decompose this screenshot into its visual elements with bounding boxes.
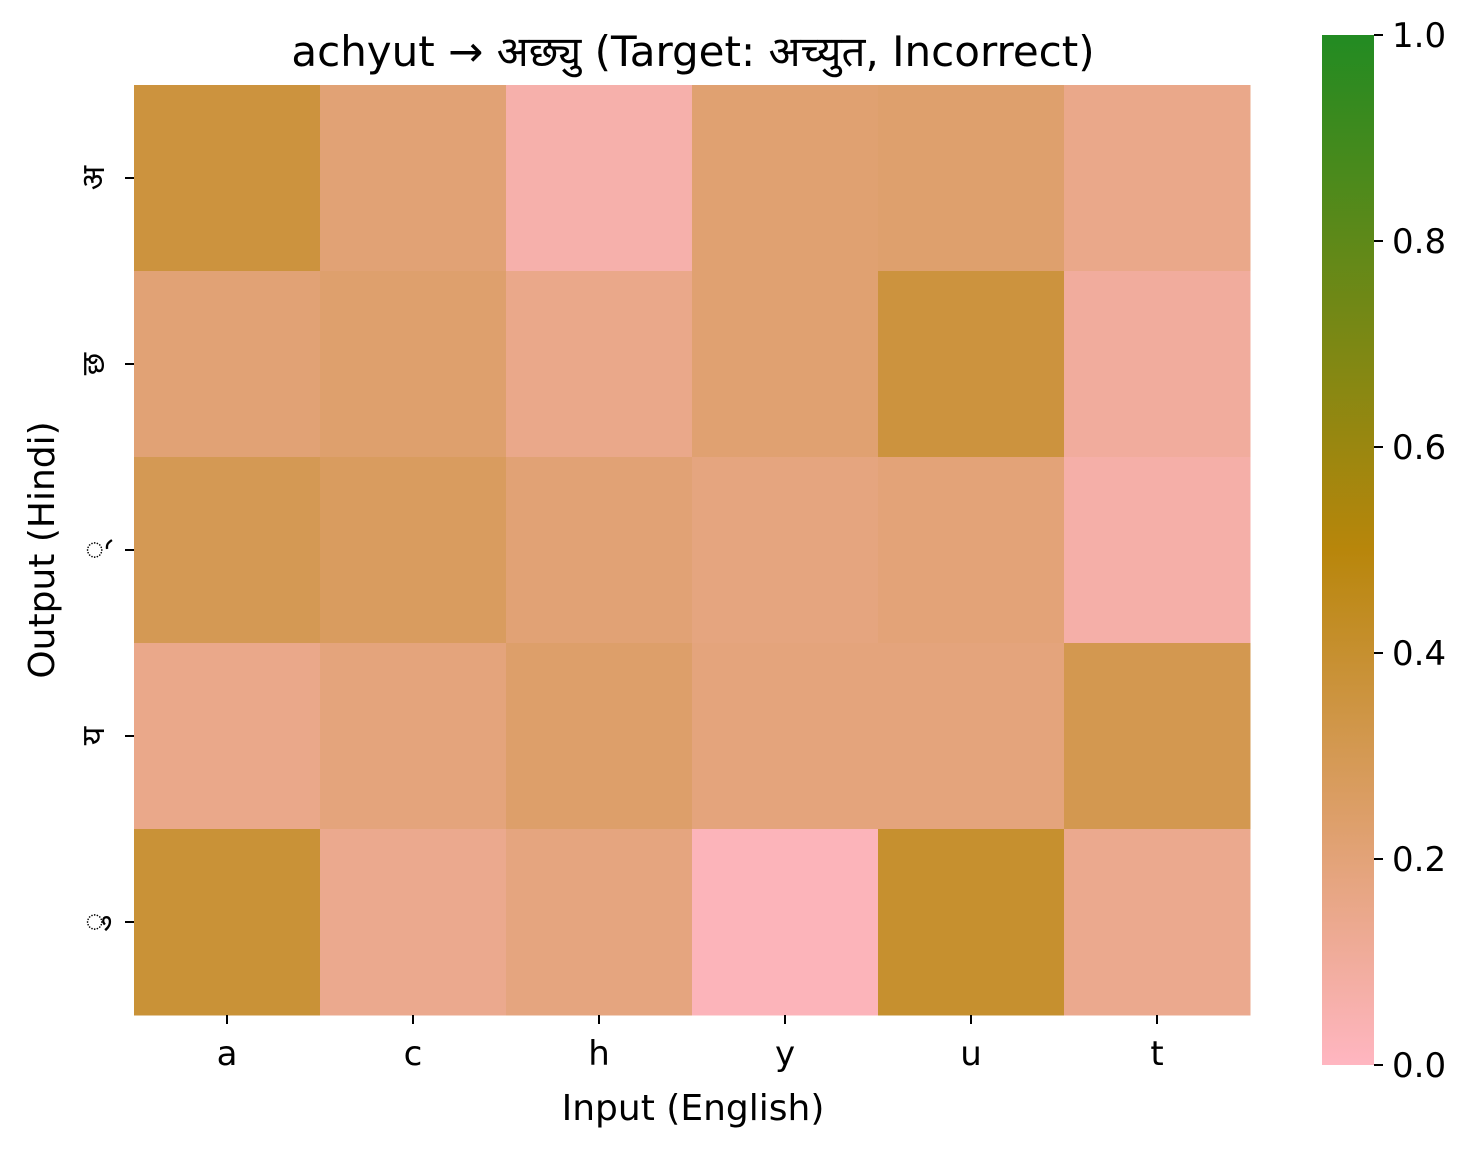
y-axis-ticks: अ छ् यु	[74, 165, 134, 932]
x-tick-label: t	[1150, 1034, 1163, 1074]
x-tick-label: y	[775, 1034, 795, 1074]
heatmap-cell	[320, 829, 507, 1016]
x-axis-label: Input (English)	[562, 1088, 825, 1129]
heatmap-cell	[878, 829, 1065, 1016]
colorbar-tick-label: 0.8	[1392, 222, 1446, 262]
colorbar-tick-label: 1.0	[1392, 16, 1446, 56]
x-tick-label: h	[588, 1034, 610, 1074]
heatmap-cell	[320, 457, 507, 644]
colorbar-tick-label: 0.4	[1392, 634, 1446, 674]
chart-title: achyut → अछ्यु (Target: अच्युत, Incorrec…	[291, 27, 1094, 78]
heatmap-cell	[1064, 457, 1251, 644]
heatmap-cell	[1064, 829, 1251, 1016]
y-tick-label: ्	[74, 538, 114, 559]
x-tick-label: u	[960, 1034, 982, 1074]
heatmap-cell	[878, 643, 1065, 830]
heatmap-cell	[506, 85, 693, 272]
colorbar-ticks: 0.0 0.2 0.4 0.6 0.8 1.0	[1374, 16, 1446, 1086]
heatmap-cell	[692, 271, 879, 458]
colorbar-tick-label: 0.0	[1392, 1046, 1446, 1086]
heatmap-cell	[692, 85, 879, 272]
heatmap-cell	[134, 85, 321, 272]
heatmap-cell	[320, 643, 507, 830]
y-tick-label: छ	[74, 352, 112, 375]
heatmap-cell	[134, 829, 321, 1016]
y-axis-label: Output (Hindi)	[22, 421, 63, 678]
heatmap-cell	[506, 643, 693, 830]
heatmap-cell	[134, 457, 321, 644]
y-tick-label: ु	[74, 912, 112, 931]
heatmap-cell	[506, 271, 693, 458]
heatmap-cell	[1064, 643, 1251, 830]
colorbar	[1322, 35, 1374, 1065]
heatmap-cell	[134, 643, 321, 830]
heatmap-cell	[1064, 271, 1251, 458]
heatmap-cell	[506, 829, 693, 1016]
y-tick-label: अ	[74, 165, 112, 190]
heatmap-cell	[1064, 85, 1251, 272]
heatmap-cell	[134, 271, 321, 458]
colorbar-tick-label: 0.2	[1392, 840, 1446, 880]
colorbar-tick-label: 0.6	[1392, 428, 1446, 468]
heatmap-cell	[878, 457, 1065, 644]
x-tick-label: a	[217, 1034, 238, 1074]
heatmap-cell	[692, 643, 879, 830]
heatmap-cell	[320, 271, 507, 458]
x-tick-label: c	[404, 1034, 423, 1074]
heatmap-cell	[878, 271, 1065, 458]
heatmap-cell	[506, 457, 693, 644]
heatmap-cell	[878, 85, 1065, 272]
heatmap-cell	[692, 829, 879, 1016]
y-tick-label: य	[74, 725, 112, 745]
heatmap-cells	[134, 85, 1251, 1016]
heatmap-cell	[692, 457, 879, 644]
heatmap-cell	[320, 85, 507, 272]
